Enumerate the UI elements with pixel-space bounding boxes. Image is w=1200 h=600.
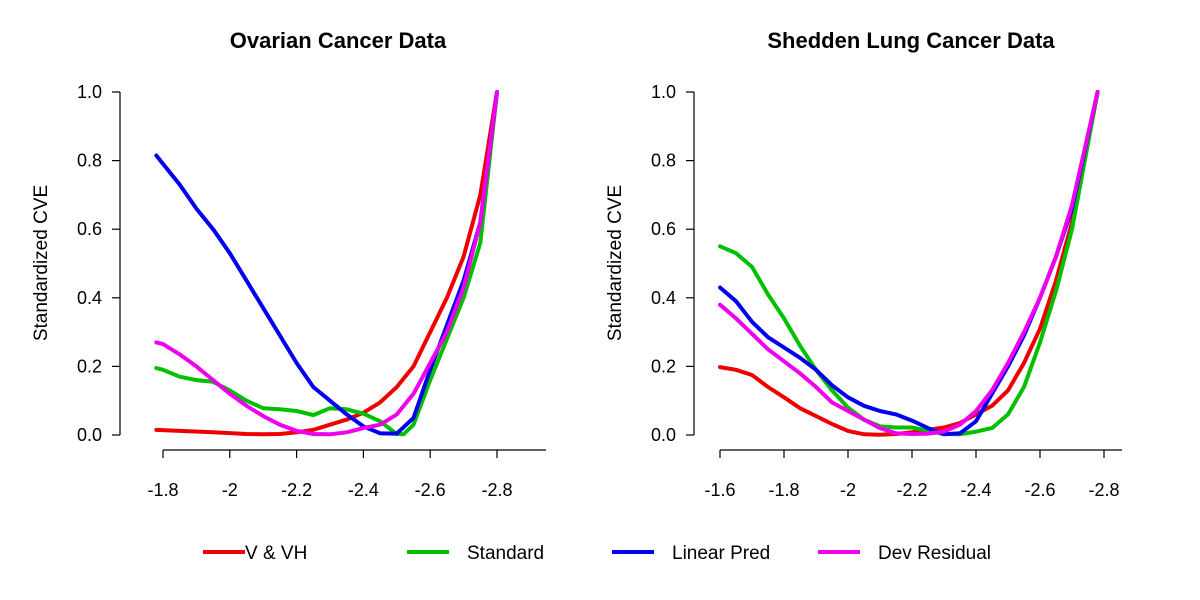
y-tick-label: 0.8 [77,151,102,171]
x-tick-label: -1.8 [147,480,178,500]
y-tick-label: 0.6 [651,219,676,239]
y-tick-label: 0.0 [651,425,676,445]
panel-lung: Shedden Lung Cancer Data Standardized CV… [605,28,1122,500]
series-line-v-vh [154,90,499,437]
x-tick-label: -1.6 [704,480,735,500]
x-tick-label: -2 [222,480,238,500]
y-tick-label: 0.4 [651,288,676,308]
x-tick-label: -2.4 [348,480,379,500]
x-tick-label: -2.8 [1088,480,1119,500]
y-axis-label-ovarian: Standardized CVE [31,185,52,341]
x-tick-label: -2.8 [481,480,512,500]
legend-label-standard: Standard [467,543,544,564]
plot-area-lung: 0.0 0.2 0.4 0.6 0.8 1.0 -1.6 -1.8 -2 -2.2 -2.4 -2.6… [651,82,1122,500]
series-line-v-vh [718,90,1100,437]
y-axis-label-lung: Standardized CVE [605,185,626,341]
series-line-linear-pred [718,90,1100,437]
y-tick-label: 0.0 [77,425,102,445]
series-line-dev-residual [154,90,499,437]
legend-label-dev-residual: Dev Residual [878,543,991,564]
y-tick-label: 0.6 [77,219,102,239]
x-tick-label: -2.6 [1024,480,1055,500]
y-tick-label: 0.2 [651,356,676,376]
legend: V & VH Standard Linear Pred Dev Residual [203,543,991,564]
plot-area-ovarian: 0.0 0.2 0.4 0.6 0.8 1.0 -1.8 -2 -2.2 -2.4 -2.6 -2.8 [77,82,546,500]
y-tick-label: 0.2 [77,356,102,376]
y-tick-label: 0.8 [651,151,676,171]
y-tick-label: 1.0 [651,82,676,102]
x-tick-label: -1.8 [768,480,799,500]
chart-title-lung: Shedden Lung Cancer Data [767,28,1055,53]
legend-label-linear-pred: Linear Pred [672,543,770,564]
x-tick-label: -2.2 [896,480,927,500]
panel-ovarian: Ovarian Cancer Data Standardized CVE 0.0… [31,28,546,500]
x-tick-label: -2.2 [281,480,312,500]
legend-label-v-vh: V & VH [245,543,307,564]
series-line-dev-residual [718,90,1100,436]
series-line-standard [154,90,499,437]
x-tick-label: -2.6 [415,480,446,500]
chart-title-ovarian: Ovarian Cancer Data [230,28,447,53]
y-tick-label: 0.4 [77,288,102,308]
x-tick-label: -2.4 [960,480,991,500]
x-tick-label: -2 [840,480,856,500]
y-tick-label: 1.0 [77,82,102,102]
series-line-standard [718,90,1100,437]
